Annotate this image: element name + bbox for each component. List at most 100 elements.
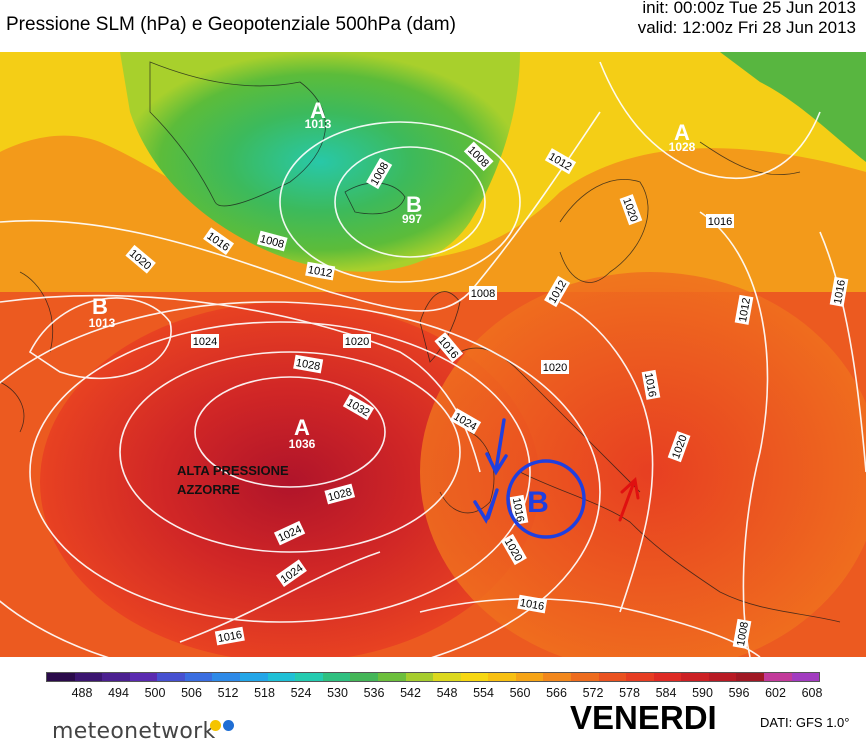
logo: meteonetwork — [52, 719, 216, 744]
isobar-label: 1028 — [295, 357, 321, 373]
colorbar-tick-label: 530 — [327, 686, 348, 700]
colorbar-segment — [460, 673, 489, 681]
green-low-north — [120, 52, 520, 272]
blue-arrow — [485, 418, 508, 476]
colorbar-segment — [157, 673, 185, 681]
colorbar-tick-label: 584 — [655, 686, 677, 700]
pressure-center-value: 1028 — [669, 140, 696, 154]
colorbar-tick-label: 500 — [144, 686, 166, 700]
colorbar-segment — [74, 673, 103, 681]
colorbar — [46, 672, 820, 682]
colorbar-tick-label: 542 — [400, 686, 421, 700]
colorbar-tick-label: 536 — [363, 686, 385, 700]
pressure-center-letter: A — [310, 98, 326, 123]
colorbar-segment — [102, 673, 130, 681]
pressure-center-letter: A — [294, 415, 310, 440]
isobar-label: 1008 — [735, 621, 751, 647]
data-source: DATI: GFS 1.0° — [760, 715, 850, 730]
pressure-center-value: 1036 — [289, 437, 316, 451]
annotation-line-1: ALTA PRESSIONE — [177, 463, 289, 478]
colorbar-tick-label: 488 — [71, 686, 93, 700]
pressure-center-value: 1013 — [305, 117, 332, 131]
day-label: VENERDI — [570, 699, 717, 736]
colorbar-segment — [764, 673, 792, 681]
colorbar-tick-label: 548 — [436, 686, 458, 700]
isobar-label: 1016 — [217, 629, 243, 645]
colorbar-segment — [626, 673, 654, 681]
colorbar-tick-label: 608 — [801, 686, 823, 700]
colorbar-tick-label: 512 — [217, 686, 239, 700]
colorbar-segment — [736, 673, 765, 681]
colorbar-tick-label: 518 — [254, 686, 275, 700]
isobars — [0, 61, 866, 657]
blue-arrow — [473, 488, 499, 524]
isobar-label: 1020 — [345, 336, 369, 348]
pressure-center-letter: B — [406, 192, 422, 217]
pressure-center-letter: A — [674, 120, 690, 145]
colorbar-segment — [570, 673, 599, 681]
colorbar-tick-label: 596 — [728, 686, 750, 700]
colorbar-segment — [47, 673, 75, 681]
colorbar-segment — [708, 673, 737, 681]
valid-time: valid: 12:00z Fri 28 Jun 2013 — [637, 18, 856, 37]
colorbar-tick-label: 554 — [473, 686, 494, 700]
pressure-center-letter: B — [92, 294, 108, 319]
colorbar-tick-label: 578 — [619, 686, 640, 700]
colorbar-segment — [322, 673, 351, 681]
colorbar-segment — [543, 673, 571, 681]
europe-warm-field — [420, 272, 866, 657]
low-overlay: B — [473, 418, 640, 539]
isobar-label: 1016 — [642, 372, 658, 398]
colorbar-tick-label: 572 — [582, 686, 604, 700]
isobar-label: 1016 — [832, 279, 848, 305]
azores-high-field — [40, 302, 540, 657]
colorbar-segment — [212, 673, 241, 681]
isobar-label: 1012 — [307, 264, 333, 280]
isobar-label: 1008 — [471, 288, 495, 300]
logo-dot-icon — [223, 720, 234, 731]
init-time: init: 00:00z Tue 25 Jun 2013 — [642, 0, 856, 17]
colorbar-segment — [653, 673, 682, 681]
colorbar-segment — [598, 673, 627, 681]
low-letter: B — [527, 486, 549, 519]
red-arrow — [618, 477, 640, 522]
colorbar-segment — [129, 673, 158, 681]
colorbar-tick-label: 602 — [765, 686, 786, 700]
colorbar-segment — [405, 673, 434, 681]
colorbar-tick-label: 524 — [290, 686, 312, 700]
colorbar-ticks: 488 494 500 506 512 518 524 530 536 542 548 554 560 5… — [46, 686, 823, 702]
weather-map: 1008 1012 1020 1008 1016 1016 1008 1012 … — [0, 52, 866, 657]
pressure-centers: A 1013 B 997 A 1028 B 1013 A 1036 — [89, 98, 696, 451]
map-title: Pressione SLM (hPa) e Geopotenziale 500h… — [6, 14, 456, 35]
isobar-label: 1020 — [543, 362, 567, 374]
pressure-center-value: 997 — [402, 212, 422, 226]
pressure-center-value: 1013 — [89, 316, 116, 330]
colorbar-segment — [184, 673, 213, 681]
colorbar-tick-label: 560 — [509, 686, 531, 700]
colorbar-segment — [515, 673, 544, 681]
colorbar-segment — [350, 673, 378, 681]
azores-high-annotation: ALTA PRESSIONE AZZORRE — [177, 463, 289, 497]
logo-dot-icon — [210, 720, 221, 731]
colorbar-segment — [791, 673, 820, 681]
colorbar-segment — [267, 673, 296, 681]
colorbar-segment — [681, 673, 709, 681]
colorbar-tick-label: 566 — [546, 686, 567, 700]
colorbar-segment — [295, 673, 323, 681]
footer: 488 494 500 506 512 518 524 530 536 542 548 554 560 5… — [0, 657, 866, 747]
colorbar-tick-label: 506 — [181, 686, 202, 700]
low-circle — [506, 459, 586, 539]
isobar-label: 1012 — [737, 297, 753, 323]
header: Pressione SLM (hPa) e Geopotenziale 500h… — [0, 0, 866, 52]
coastlines — [0, 61, 841, 623]
green-northeast — [720, 52, 866, 162]
colorbar-segment — [433, 673, 461, 681]
colorbar-segment — [488, 673, 516, 681]
colorbar-tick-label: 590 — [692, 686, 713, 700]
isobar-label: 1016 — [519, 597, 545, 613]
isobar-label: 1024 — [193, 336, 217, 348]
colorbar-segment — [240, 673, 268, 681]
isobar-label: 1016 — [708, 216, 732, 228]
annotation-line-2: AZZORRE — [177, 482, 240, 497]
colorbar-segment — [377, 673, 406, 681]
